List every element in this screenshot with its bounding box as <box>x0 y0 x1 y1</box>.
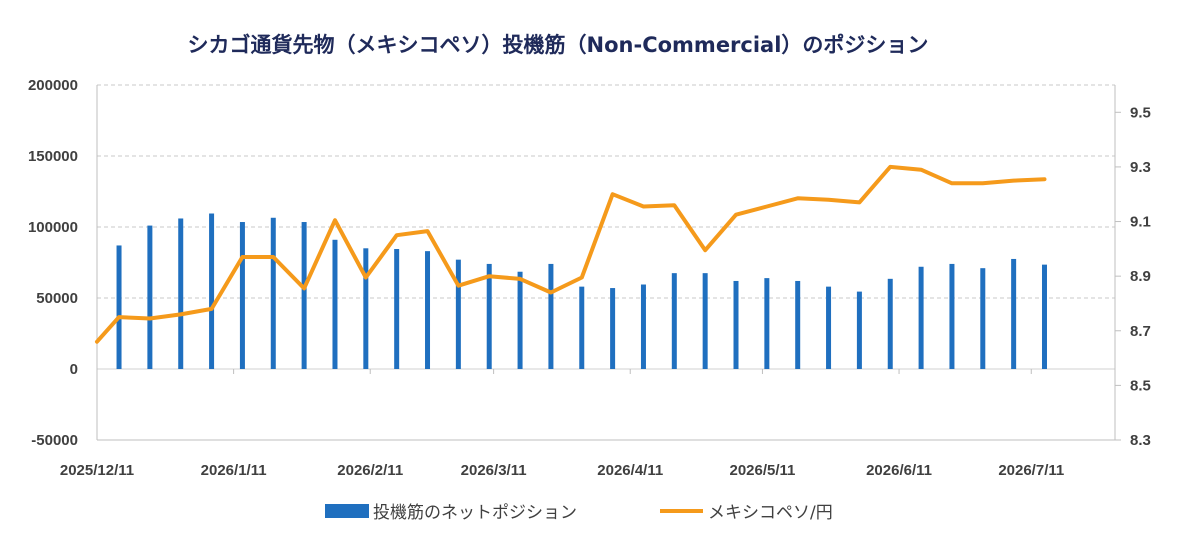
y-right-tick-label: 8.9 <box>1130 268 1151 285</box>
legend-label-bars: 投機筋のネットポジション <box>373 503 577 523</box>
bar <box>980 268 986 369</box>
x-tick-label: 2026/4/11 <box>597 462 663 479</box>
y-right-tick-label: 8.7 <box>1130 323 1151 340</box>
bar <box>733 280 739 369</box>
bar <box>486 263 492 369</box>
bar <box>301 222 307 369</box>
bar <box>856 291 862 369</box>
bar <box>394 249 400 369</box>
bar <box>147 225 153 369</box>
y-right-tick-label: 9.3 <box>1130 159 1151 176</box>
bar <box>640 284 646 369</box>
y-right-tick-label: 8.3 <box>1130 432 1151 449</box>
tick-labels: 200000 150000 100000 50000 0 -50000 9.5 9.3 9.1 8… <box>28 77 1151 479</box>
x-tick-label: 2026/1/11 <box>201 462 267 479</box>
y-left-tick-label: 200000 <box>28 77 78 94</box>
y-left-tick-label: 50000 <box>36 290 78 307</box>
y-right-tick-label: 9.5 <box>1130 104 1151 121</box>
legend: 投機筋のネットポジション メキシコペソ/円 <box>325 503 833 523</box>
bar <box>1041 264 1047 369</box>
bar <box>548 263 554 369</box>
bar <box>795 280 801 369</box>
y-right-tick-label: 8.5 <box>1130 377 1151 394</box>
x-tick-label: 2026/2/11 <box>337 462 403 479</box>
axes <box>96 85 1121 441</box>
bar <box>363 248 369 369</box>
chart-title: シカゴ通貨先物（メキシコペソ）投機筋（Non-Commercial）のポジション <box>188 33 929 57</box>
legend-swatch-bars <box>325 504 369 518</box>
bar <box>826 286 832 369</box>
bar <box>116 245 122 369</box>
bar <box>178 218 184 369</box>
y-left-tick-label: 150000 <box>28 148 78 165</box>
bar <box>918 266 924 369</box>
bar-series <box>116 213 1047 369</box>
bar <box>425 251 431 369</box>
bar <box>949 263 955 369</box>
y-left-tick-label: 0 <box>70 361 78 378</box>
bar <box>702 273 708 369</box>
bar <box>1011 258 1017 369</box>
bar <box>455 259 461 369</box>
bar <box>579 286 585 369</box>
bar <box>671 273 677 369</box>
bar <box>610 288 616 369</box>
series-line <box>95 164 1047 344</box>
x-tick-label: 2026/3/11 <box>461 462 527 479</box>
grid <box>97 84 1115 441</box>
bar <box>209 213 215 369</box>
x-tick-label: 2025/12/11 <box>60 462 134 479</box>
legend-label-line: メキシコペソ/円 <box>708 503 833 523</box>
bar <box>332 239 338 369</box>
y-left-tick-label: 100000 <box>28 219 78 236</box>
x-tick-label: 2026/7/11 <box>998 462 1064 479</box>
x-tick-label: 2026/6/11 <box>866 462 932 479</box>
bar <box>517 271 523 369</box>
bar <box>239 222 245 369</box>
y-left-tick-label: -50000 <box>31 432 78 449</box>
bar <box>887 278 893 369</box>
bar <box>764 278 770 369</box>
x-tick-label: 2026/5/11 <box>729 462 795 479</box>
line-series <box>95 164 1047 344</box>
y-right-tick-label: 9.1 <box>1130 214 1151 231</box>
bar <box>270 217 276 369</box>
